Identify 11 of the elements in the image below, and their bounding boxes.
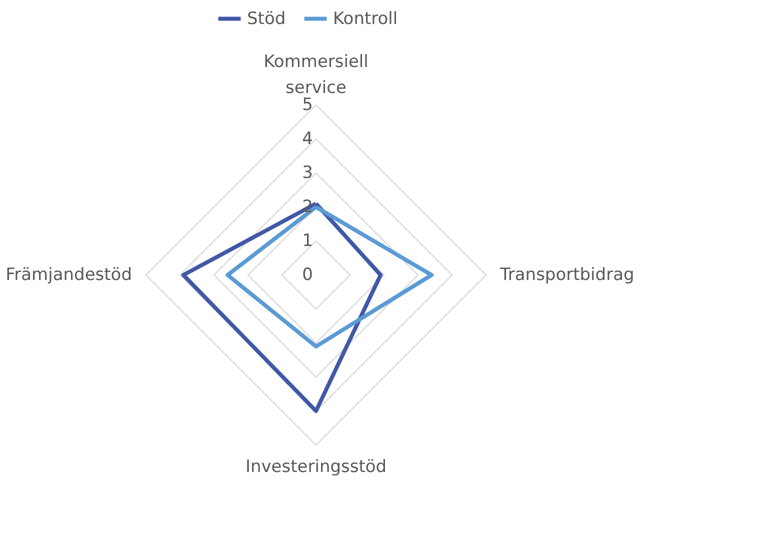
spoke-label: Investeringsstöd — [245, 457, 387, 477]
y-tick-label: 1 — [302, 231, 313, 251]
y-tick-label: 0 — [302, 265, 313, 285]
y-tick-label: 4 — [302, 129, 313, 149]
spoke-label: Transportbidrag — [499, 265, 634, 285]
spoke-label: Kommersiell service — [264, 52, 368, 98]
legend-label: Stöd — [247, 8, 286, 29]
spoke-label: Främjandestöd — [6, 265, 132, 285]
legend-label: Kontroll — [333, 8, 398, 29]
y-tick-label: 3 — [302, 163, 313, 183]
y-tick-label: 5 — [302, 95, 313, 115]
